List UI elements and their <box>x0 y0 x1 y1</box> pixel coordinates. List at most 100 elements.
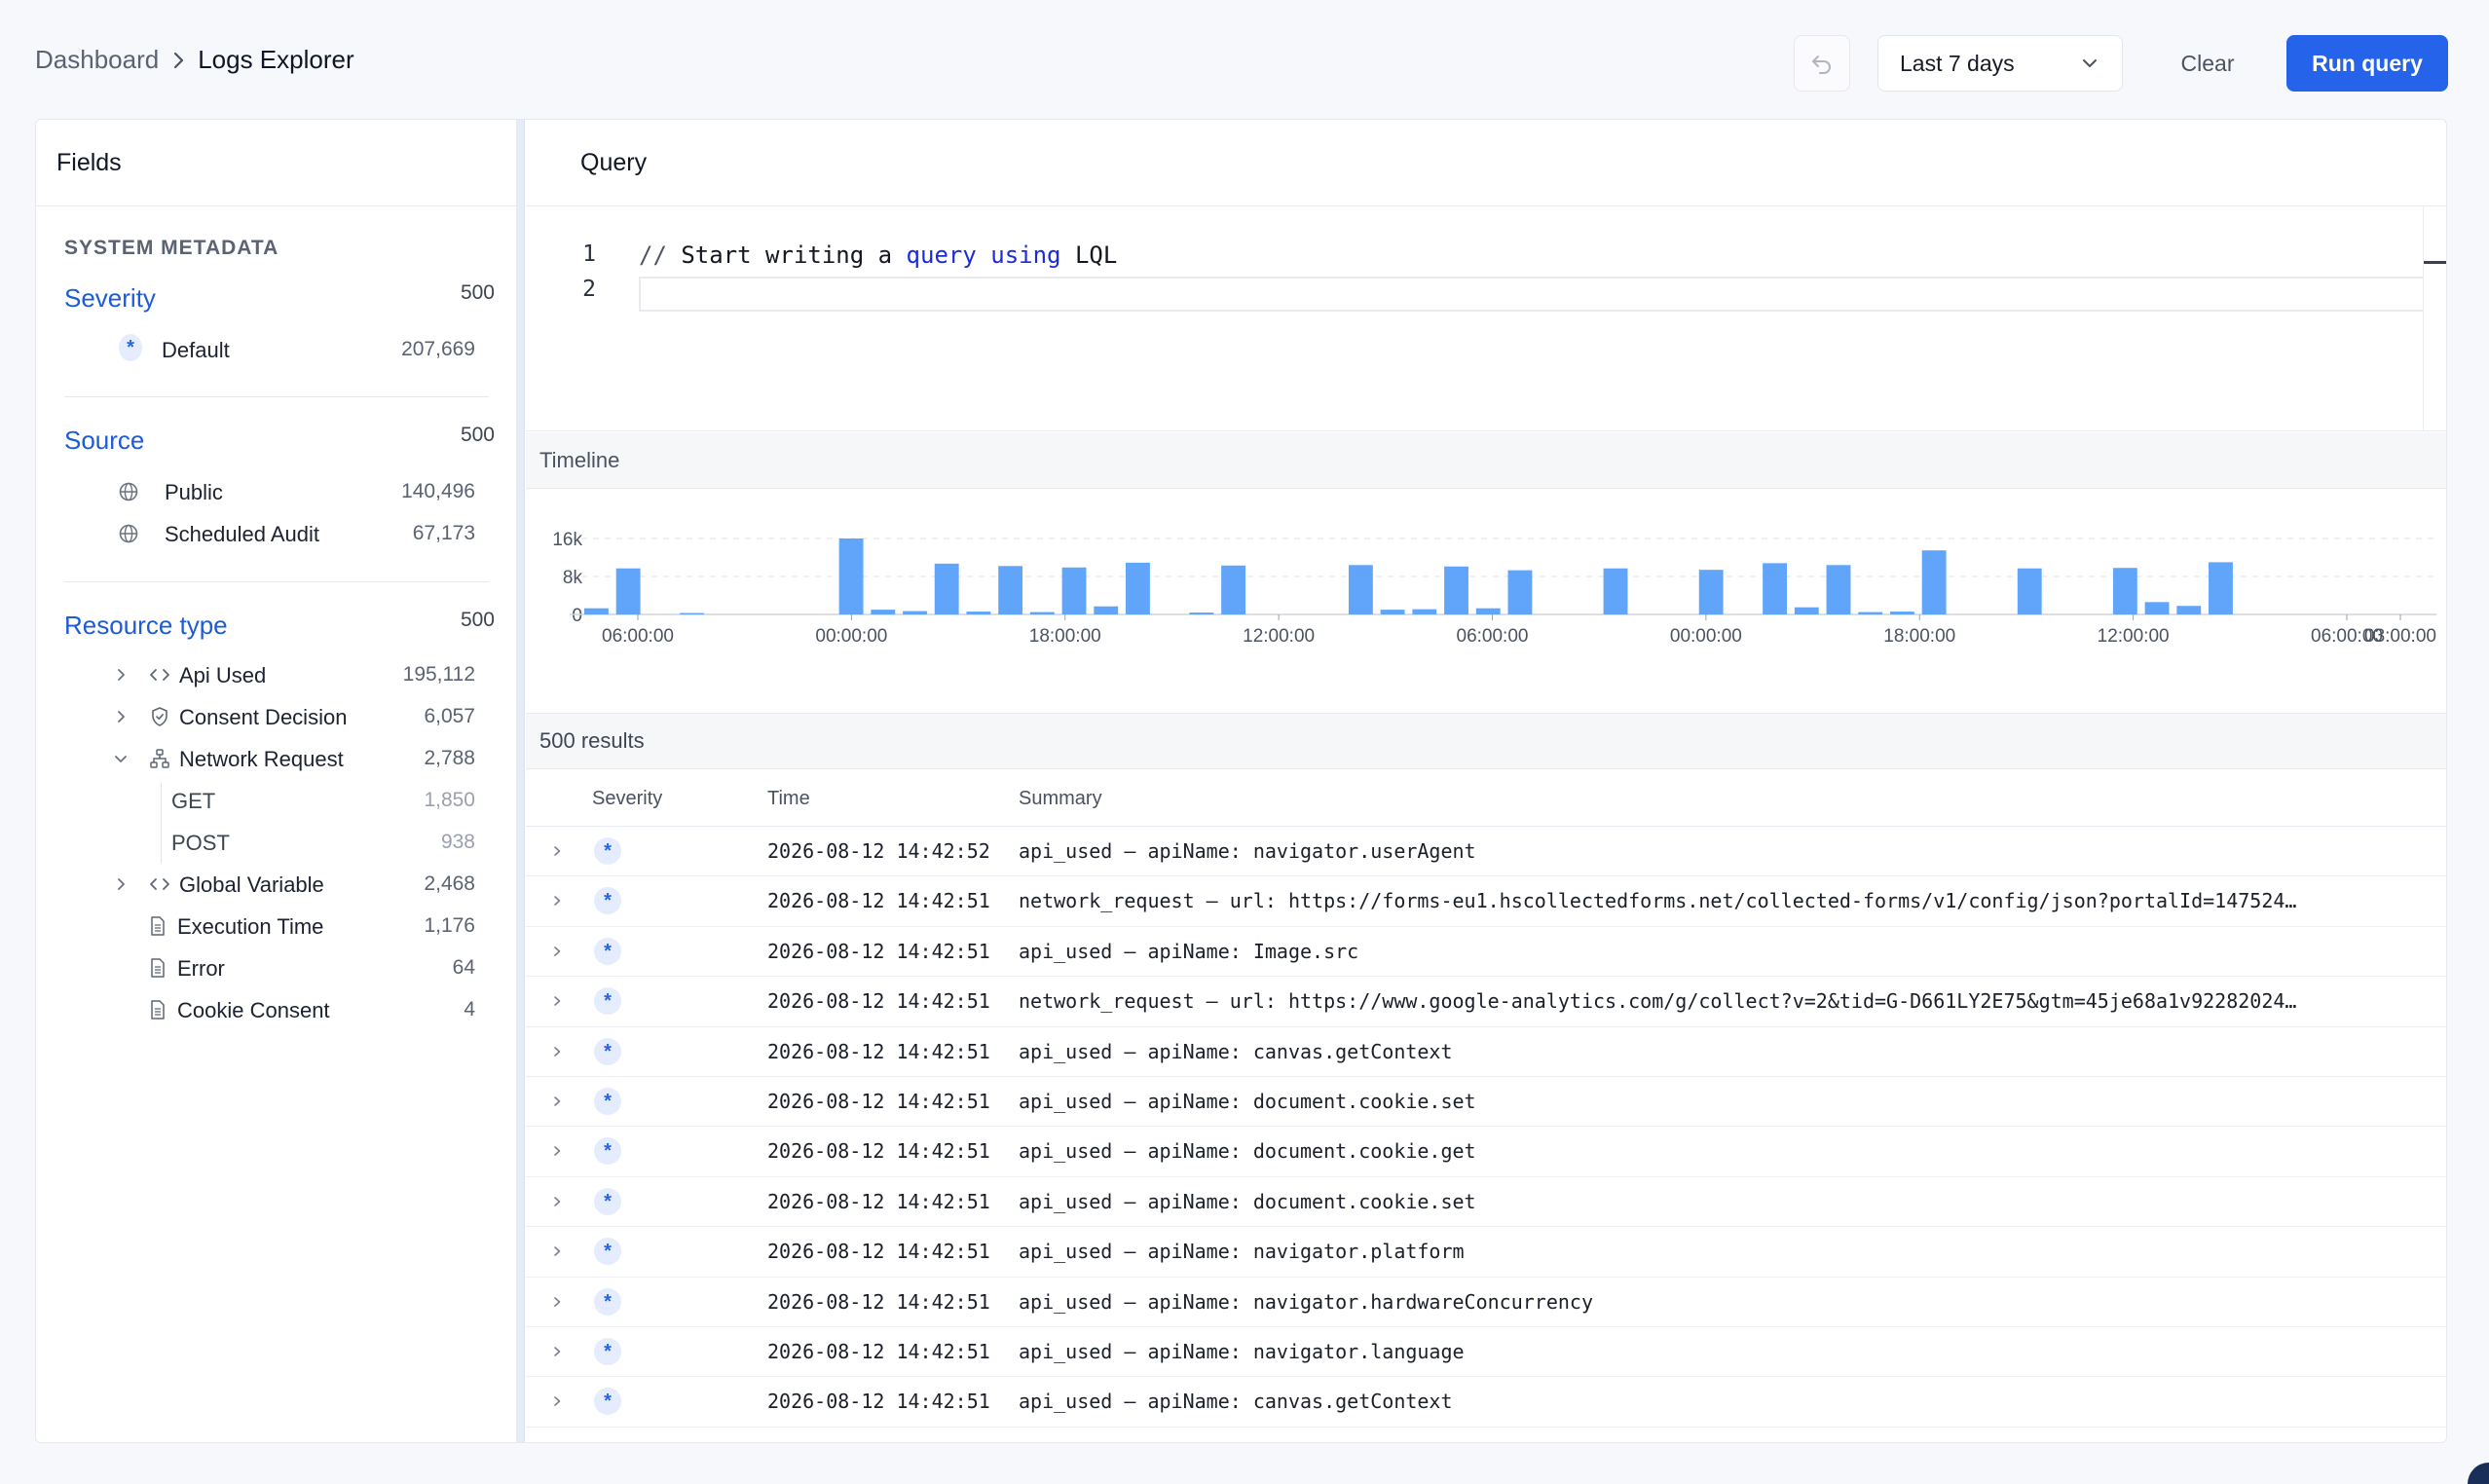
severity-group-header[interactable]: Severity 500 <box>64 279 495 318</box>
field-label: Execution Time <box>177 914 324 939</box>
x-tick-label: 06:00:00 <box>1457 626 1529 647</box>
x-tick-label: 18:00:00 <box>1029 626 1101 647</box>
table-row[interactable]: * 2026-08-12 14:42:51 network_request – ur… <box>526 876 2446 927</box>
table-row[interactable]: * 2026-08-12 14:42:51 api_used – apiName: … <box>526 1327 2446 1378</box>
field-count: 1,850 <box>424 789 475 811</box>
results-count: 500 results <box>526 713 2446 769</box>
table-row[interactable]: * 2026-08-12 14:42:51 api_used – apiName: … <box>526 1027 2446 1077</box>
network-icon <box>148 747 171 770</box>
field-label: Consent Decision <box>179 705 348 729</box>
y-tick-label: 0 <box>572 606 582 626</box>
field-count: 195,112 <box>402 663 475 686</box>
timeline-bar <box>1061 567 1087 614</box>
chevron-right-icon[interactable] <box>545 989 569 1013</box>
chevron-right-icon[interactable] <box>545 1090 569 1113</box>
chevron-right-icon[interactable] <box>545 1390 569 1413</box>
line-numbers: 1 2 <box>526 241 596 312</box>
logs-explorer-card: Fields SYSTEM METADATA Severity 500 * De… <box>35 119 2447 1443</box>
chevron-right-icon[interactable] <box>545 839 569 863</box>
table-row[interactable]: * 2026-08-12 14:42:51 api_used – apiName: … <box>526 1127 2446 1177</box>
chevron-down-icon[interactable] <box>109 747 132 770</box>
field-item-error[interactable]: Error 64 <box>64 948 516 987</box>
chevron-right-icon[interactable] <box>109 663 132 686</box>
tree-guide-line <box>161 782 162 864</box>
panel-resize-handle[interactable] <box>517 120 525 1442</box>
field-item-execution-time[interactable]: Execution Time 1,176 <box>64 907 516 946</box>
row-summary: network_request – url: https://www.googl… <box>1019 989 2297 1014</box>
run-query-button[interactable]: Run query <box>2286 35 2448 92</box>
chevron-right-icon[interactable] <box>109 705 132 728</box>
row-summary: api_used – apiName: canvas.getContext <box>1019 1390 1453 1414</box>
chevron-right-icon[interactable] <box>545 1340 569 1363</box>
resource-type-group-header[interactable]: Resource type 500 <box>64 607 495 646</box>
code-text: Start writing a <box>666 241 907 269</box>
row-summary: api_used – apiName: navigator.platform <box>1019 1240 1465 1264</box>
chevron-right-icon[interactable] <box>545 1240 569 1263</box>
table-row[interactable]: * 2026-08-12 14:42:51 api_used – apiName: … <box>526 1377 2446 1428</box>
row-time: 2026-08-12 14:42:51 <box>767 1189 990 1213</box>
chevron-right-icon[interactable] <box>545 1290 569 1314</box>
table-row[interactable]: * 2026-08-12 14:42:51 api_used – apiName: … <box>526 1077 2446 1128</box>
field-item-public[interactable]: Public 140,496 <box>64 472 516 511</box>
row-time: 2026-08-12 14:42:51 <box>767 1339 990 1363</box>
field-item-api-used[interactable]: Api Used 195,112 <box>64 655 516 694</box>
chevron-right-icon[interactable] <box>545 1139 569 1163</box>
editor-scrollbar[interactable] <box>2423 206 2446 430</box>
query-panel: Query 1 2 // Start writing a query using… <box>526 120 2446 1442</box>
timeline-bar <box>1221 565 1245 614</box>
query-editor[interactable]: 1 2 // Start writing a query using LQL <box>526 206 2446 431</box>
table-row[interactable]: * 2026-08-12 14:42:51 api_used – apiName: … <box>526 1177 2446 1228</box>
breadcrumb-dashboard-link[interactable]: Dashboard <box>35 45 160 74</box>
page-title: Logs Explorer <box>198 45 354 74</box>
undo-button[interactable] <box>1794 35 1850 92</box>
asterisk-icon: * <box>594 1238 621 1266</box>
timeline-bar <box>1380 610 1405 614</box>
column-header-severity[interactable]: Severity <box>592 788 663 809</box>
field-item-network-request[interactable]: Network Request 2,788 <box>64 739 516 778</box>
source-count: 500 <box>460 424 495 446</box>
column-header-time[interactable]: Time <box>767 788 810 809</box>
code-keyword: query <box>906 241 977 269</box>
timeline-bar <box>2017 568 2042 614</box>
field-item-scheduled-audit[interactable]: Scheduled Audit 67,173 <box>64 514 516 553</box>
chevron-right-icon[interactable] <box>109 872 132 896</box>
fields-panel: Fields SYSTEM METADATA Severity 500 * De… <box>36 120 517 1442</box>
clear-button[interactable]: Clear <box>2180 50 2235 76</box>
x-tick-label: 06:00:00 <box>2311 626 2383 647</box>
severity-count: 500 <box>460 281 495 304</box>
chevron-right-icon[interactable] <box>545 1190 569 1213</box>
code-text: LQL <box>1060 241 1118 269</box>
timeline-bar <box>680 612 704 614</box>
row-summary: api_used – apiName: navigator.hardwareCo… <box>1019 1289 1594 1314</box>
field-count: 2,468 <box>424 872 475 895</box>
chevron-right-icon[interactable] <box>545 1040 569 1063</box>
field-label: Scheduled Audit <box>165 522 320 546</box>
results-header: Severity Time Summary <box>526 770 2446 827</box>
table-row[interactable]: * 2026-08-12 14:42:51 api_used – apiName: … <box>526 1278 2446 1327</box>
column-header-summary[interactable]: Summary <box>1019 788 1102 809</box>
field-item-global-variable[interactable]: Global Variable 2,468 <box>64 865 516 904</box>
source-group-header[interactable]: Source 500 <box>64 422 495 461</box>
table-row[interactable]: * 2026-08-12 14:42:51 api_used – apiName: … <box>526 927 2446 978</box>
table-row[interactable]: * 2026-08-12 14:42:52 api_used – apiName: … <box>526 827 2446 877</box>
timeline-bar <box>2176 606 2202 614</box>
asterisk-icon: * <box>594 887 621 915</box>
field-item-consent-decision[interactable]: Consent Decision 6,057 <box>64 697 516 736</box>
chevron-right-icon[interactable] <box>545 940 569 963</box>
time-range-select[interactable]: Last 7 days <box>1877 35 2123 92</box>
code-line-active[interactable] <box>639 277 2423 312</box>
table-row[interactable]: * 2026-08-12 14:42:51 network_request – ur… <box>526 977 2446 1027</box>
field-item-cookie-consent[interactable]: Cookie Consent 4 <box>64 990 516 1029</box>
asterisk-icon: * <box>594 1388 621 1416</box>
timeline-bar <box>966 612 991 614</box>
code-area[interactable]: // Start writing a query using LQL <box>639 241 2423 312</box>
field-count: 6,057 <box>424 705 475 727</box>
source-title: Source <box>64 426 145 455</box>
timeline-bar <box>1348 565 1373 614</box>
table-row[interactable]: * 2026-08-12 14:42:51 api_used – apiName: … <box>526 1227 2446 1278</box>
chevron-right-icon[interactable] <box>545 889 569 912</box>
field-item-default[interactable]: * Default 207,669 <box>64 330 516 369</box>
field-count: 64 <box>452 956 475 979</box>
field-item-post[interactable]: POST 938 <box>64 823 516 862</box>
field-item-get[interactable]: GET 1,850 <box>64 781 516 820</box>
